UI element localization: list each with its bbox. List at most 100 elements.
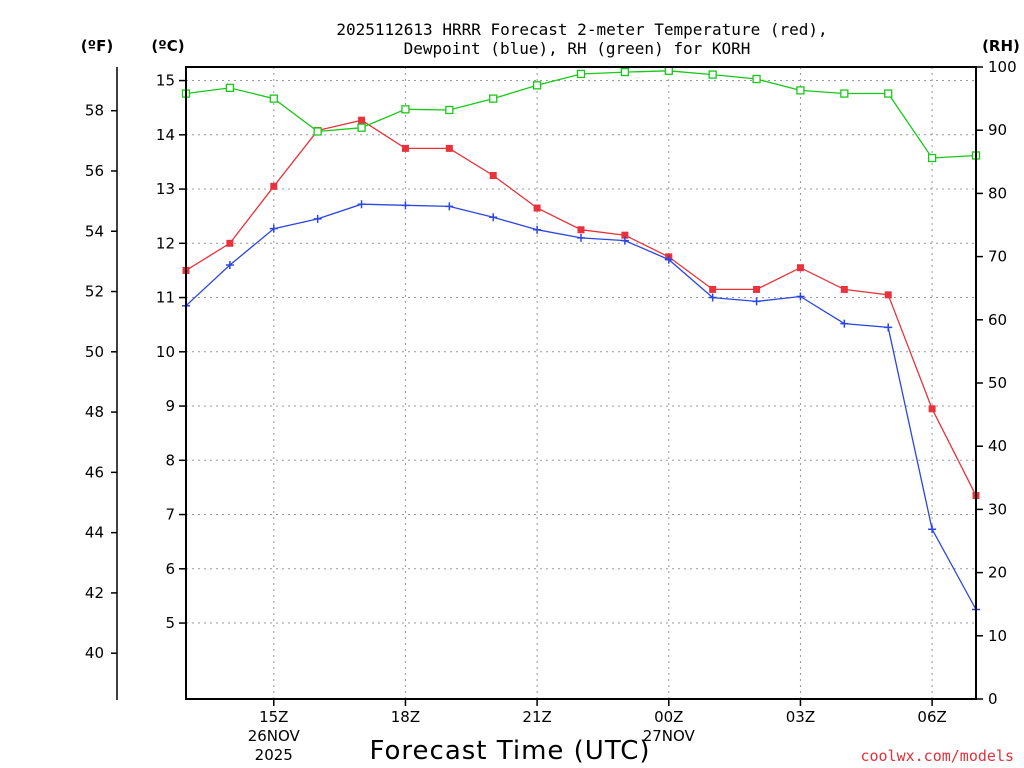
- rh-point: [269, 94, 278, 103]
- credit-text: coolwx.com/models: [860, 747, 1014, 765]
- celsius-tick-label: 11: [156, 289, 175, 307]
- rh-tick-label: 10: [988, 627, 1007, 645]
- x-axis-title: Forecast Time (UTC): [369, 736, 650, 766]
- rh-tick-label: 100: [988, 58, 1017, 76]
- rh-tick-label: 20: [988, 564, 1007, 582]
- dewpoint-point: [708, 293, 717, 302]
- fahrenheit-tick-label: 48: [85, 403, 104, 421]
- rh-unit-label: (RH): [982, 37, 1020, 55]
- rh-point: [313, 127, 322, 136]
- rh-tick-label: 60: [988, 311, 1007, 329]
- dewpoint-point: [796, 292, 805, 301]
- rh-point: [620, 67, 630, 77]
- temperature-point: [533, 204, 541, 212]
- temperature-point: [840, 285, 848, 293]
- rh-point: [489, 94, 498, 103]
- fahrenheit-tick-label: 46: [85, 463, 104, 481]
- fahrenheit-tick-label: 40: [85, 644, 104, 662]
- dewpoint-point: [489, 213, 498, 222]
- temperature-point: [445, 144, 453, 152]
- rh-tick-label: 0: [988, 690, 998, 708]
- fahrenheit-unit-label: (ºF): [81, 37, 113, 55]
- series: [181, 66, 981, 614]
- rh-tick-label: 30: [988, 500, 1007, 518]
- dewpoint-point: [269, 224, 278, 233]
- fahrenheit-tick-label: 44: [85, 524, 104, 542]
- rh-point: [225, 83, 235, 93]
- rh-point: [401, 105, 410, 114]
- rh-point: [708, 70, 717, 79]
- dewpoint-point: [577, 233, 585, 242]
- dewpoint-point: [928, 525, 937, 534]
- celsius-tick-label: 9: [165, 397, 175, 415]
- fahrenheit-tick-label: 58: [85, 102, 104, 120]
- rh-point: [576, 69, 586, 79]
- rh-tick-label: 80: [988, 184, 1007, 202]
- temperature-point: [709, 285, 717, 293]
- celsius-tick-label: 12: [156, 234, 175, 252]
- gridlines: [186, 67, 976, 699]
- rh-tick-label: 70: [988, 248, 1007, 266]
- rh-point: [796, 86, 805, 95]
- tick-labels: 4042444648505254565856789101112131415010…: [85, 58, 1017, 764]
- plot-frame: [185, 66, 977, 700]
- x-tick-date-label: 2025: [255, 746, 293, 764]
- celsius-tick-label: 8: [165, 451, 175, 469]
- x-tick-label: 21Z: [522, 708, 551, 726]
- dewpoint-point: [225, 261, 234, 270]
- x-tick-label: 03Z: [786, 708, 815, 726]
- temperature-point: [489, 171, 497, 179]
- temperature-point: [753, 285, 761, 293]
- celsius-tick-label: 14: [156, 126, 175, 144]
- celsius-tick-label: 7: [165, 506, 175, 524]
- chart-title-line-2: Dewpoint (blue), RH (green) for KORH: [404, 39, 751, 58]
- temperature-point: [884, 291, 892, 299]
- x-tick-date-label: 26NOV: [248, 727, 301, 745]
- celsius-tick-label: 5: [165, 614, 175, 632]
- axes: [111, 66, 983, 706]
- dewpoint-point: [620, 236, 629, 245]
- dewpoint-point: [840, 319, 849, 328]
- dewpoint-point: [357, 200, 366, 209]
- x-tick-date-label: 27NOV: [643, 727, 696, 745]
- dewpoint-point: [884, 323, 893, 332]
- fahrenheit-tick-label: 42: [85, 584, 104, 602]
- temperature-point: [401, 144, 409, 152]
- dewpoint-point: [752, 297, 761, 306]
- fahrenheit-tick-label: 52: [85, 283, 104, 301]
- x-tick-label: 18Z: [391, 708, 420, 726]
- temperature-point: [796, 264, 804, 272]
- temperature-point: [928, 405, 936, 413]
- x-tick-label: 00Z: [654, 708, 683, 726]
- celsius-tick-label: 6: [165, 560, 175, 578]
- dewpoint-point: [445, 202, 454, 211]
- rh-line: [185, 70, 977, 159]
- celsius-tick-label: 15: [156, 72, 175, 90]
- rh-tick-label: 50: [988, 374, 1007, 392]
- rh-point: [752, 74, 761, 84]
- x-tick-label: 06Z: [917, 708, 946, 726]
- rh-tick-label: 40: [988, 437, 1007, 455]
- fahrenheit-tick-label: 56: [85, 162, 104, 180]
- temperature-line: [185, 119, 977, 496]
- celsius-tick-label: 13: [156, 180, 175, 198]
- rh-tick-label: 90: [988, 121, 1007, 139]
- chart-title-line-1: 2025112613 HRRR Forecast 2-meter Tempera…: [336, 20, 827, 39]
- temperature-point: [358, 116, 366, 124]
- dewpoint-line: [185, 203, 977, 610]
- dewpoint-point: [664, 255, 673, 264]
- rh-point: [840, 89, 849, 98]
- fahrenheit-tick-label: 50: [85, 343, 104, 361]
- x-tick-label: 15Z: [259, 708, 288, 726]
- fahrenheit-tick-label: 54: [85, 222, 104, 240]
- rh-point: [532, 81, 542, 90]
- temperature-point: [621, 231, 629, 239]
- temperature-point: [226, 239, 234, 247]
- dewpoint-point: [313, 214, 322, 223]
- temperature-point: [270, 182, 278, 190]
- dewpoint-point: [401, 201, 410, 210]
- temperature-point: [577, 226, 585, 234]
- rh-point: [884, 89, 893, 98]
- dewpoint-point: [533, 225, 542, 234]
